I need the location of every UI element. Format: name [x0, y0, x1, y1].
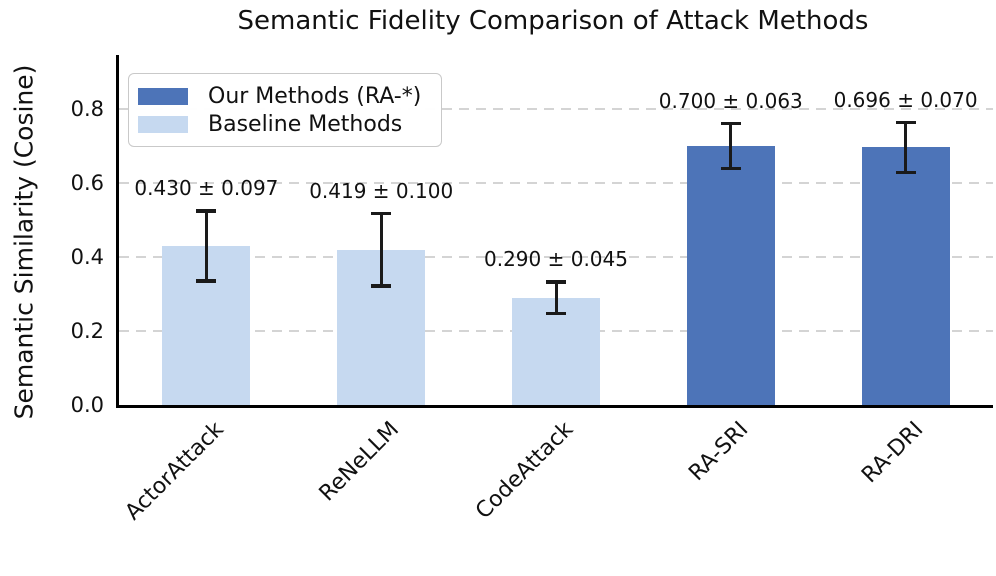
- y-tick-label: 0.0: [70, 393, 104, 417]
- error-bar: [904, 121, 908, 174]
- error-bar-cap-top: [546, 280, 566, 284]
- y-tick-label: 0.4: [70, 245, 104, 269]
- x-tick-label: CodeAttack: [471, 417, 579, 525]
- x-tick-label: ActorAttack: [120, 417, 230, 526]
- legend-swatch-baseline: [138, 115, 188, 133]
- bar-RA-SRI: [686, 146, 775, 405]
- legend-label-ours: Our Methods (RA-*): [208, 83, 422, 109]
- plot-area: 0.430 ± 0.097 0.419 ± 0.100 0.290 ± 0.045 0…: [116, 55, 993, 408]
- error-bar-cap-top: [895, 120, 916, 125]
- error-bar-cap-bottom: [895, 170, 916, 175]
- legend-label-baseline: Baseline Methods: [208, 111, 403, 137]
- legend-swatch-ours: [138, 87, 188, 105]
- x-tick-label: RA-SRI: [684, 417, 754, 487]
- error-bar: [554, 281, 558, 315]
- bar-CodeAttack: [512, 297, 600, 405]
- error-bar-cap-top: [196, 209, 217, 213]
- y-tick-label: 0.6: [70, 171, 104, 195]
- error-bar: [379, 212, 383, 287]
- value-label: 0.700 ± 0.063: [658, 88, 803, 113]
- legend: Our Methods (RA-*) Baseline Methods: [128, 73, 442, 147]
- error-bar-cap-bottom: [720, 166, 741, 171]
- error-bar-cap-bottom: [371, 284, 392, 288]
- value-label: 0.696 ± 0.070: [833, 87, 978, 112]
- gridline: [119, 108, 993, 110]
- error-bar-cap-top: [371, 211, 392, 216]
- x-tick-label: RA-DRI: [857, 417, 929, 489]
- y-axis-label: Semantic Similarity (Cosine): [9, 64, 39, 420]
- value-label: 0.430 ± 0.097: [134, 176, 279, 200]
- y-tick-label: 0.8: [70, 97, 104, 121]
- gridline: [119, 256, 993, 258]
- x-tick-label: ReNeLLM: [314, 417, 404, 507]
- error-bar: [204, 210, 208, 282]
- error-bar-cap-bottom: [546, 311, 566, 316]
- legend-entry-ours: Our Methods (RA-*): [138, 83, 429, 109]
- value-label: 0.290 ± 0.045: [484, 247, 628, 272]
- y-tick-label: 0.2: [70, 319, 104, 343]
- legend-entry-baseline: Baseline Methods: [138, 111, 429, 137]
- value-label: 0.419 ± 0.100: [309, 178, 454, 203]
- bar-RA-DRI: [861, 147, 950, 405]
- error-bar: [729, 122, 733, 170]
- gridline: [119, 182, 993, 184]
- error-bar-cap-top: [720, 121, 741, 126]
- chart-title: Semantic Fidelity Comparison of Attack M…: [237, 6, 869, 36]
- error-bar-cap-bottom: [196, 279, 217, 283]
